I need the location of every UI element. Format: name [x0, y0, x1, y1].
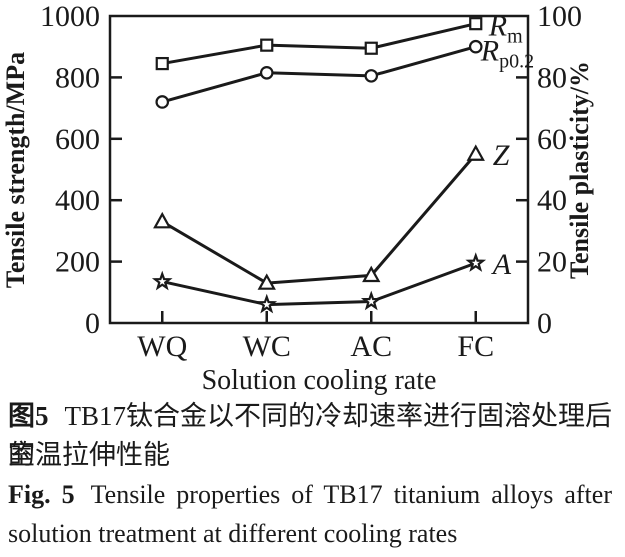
caption-zh-line2: 室温拉伸性能 — [8, 436, 612, 475]
x-axis-category-label: WQ — [137, 330, 187, 363]
triangle-marker — [257, 273, 276, 290]
star-marker — [151, 270, 173, 291]
tensile-properties-chart: 0 200 400 600 800 1000 0 20 40 60 80 100 WQ WC AC FC Ten… — [1, 0, 594, 396]
y-axis-left-tick-label: 0 — [85, 307, 100, 340]
square-marker — [260, 38, 274, 52]
y-axis-left-tick-label: 400 — [55, 184, 100, 217]
series-line-Z — [161, 153, 477, 285]
series-label-Rp0.2: Rp0.2 — [480, 35, 534, 73]
triangle-marker — [153, 211, 172, 229]
triangle-marker — [362, 265, 381, 283]
figure-caption: 图5 TB17钛合金以不同的冷却速率进行固溶处理后的 室温拉伸性能 Fig. 5 T… — [8, 397, 612, 553]
caption-zh-fig-label: 图5 — [8, 401, 49, 431]
chart-area: 0 200 400 600 800 1000 0 20 40 60 80 100 WQ WC AC FC Ten… — [1, 0, 594, 396]
y-axis-right-tick-label: 0 — [537, 307, 552, 340]
triangle-marker — [466, 144, 485, 161]
series-line-Rp0.2 — [161, 45, 477, 104]
star-marker — [465, 252, 487, 272]
series-label-Z: Z — [493, 139, 510, 172]
square-marker — [469, 17, 483, 31]
plot-border — [108, 14, 530, 325]
x-axis-category-label: AC — [350, 330, 392, 363]
y-axis-right-tick-label: 40 — [537, 184, 567, 217]
series-label-A: A — [491, 248, 512, 281]
square-marker — [364, 41, 378, 55]
y-axis-right-title: Tensile plasticity/% — [565, 61, 594, 279]
caption-zh-line1: 图5 TB17钛合金以不同的冷却速率进行固溶处理后的 — [8, 397, 612, 470]
series-line-Rm — [161, 22, 477, 66]
caption-zh-text1: TB17钛合金以不同的冷却速率进行固溶处理后的 — [8, 401, 613, 470]
circle-marker — [259, 65, 274, 80]
caption-en-line1: Fig. 5 Tensile properties of TB17 titaniu… — [8, 475, 612, 514]
square-marker — [155, 56, 169, 71]
y-axis-left-tick-label: 1000 — [40, 0, 100, 33]
circle-marker — [155, 95, 170, 109]
series-line-A — [161, 261, 477, 307]
x-axis-category-label: FC — [457, 330, 494, 363]
y-axis-right-tick-label: 80 — [537, 61, 567, 94]
caption-en-text2: solution treatment at different cooling … — [8, 519, 458, 548]
x-axis-title: Solution cooling rate — [202, 365, 437, 396]
caption-en-fig-label: Fig. 5 — [8, 480, 75, 509]
caption-en-line2: solution treatment at different cooling … — [8, 514, 612, 553]
series-label-Rm: Rm — [488, 10, 523, 48]
x-axis-category-label: WC — [243, 330, 291, 363]
circle-marker — [364, 69, 379, 83]
caption-zh-text2: 室温拉伸性能 — [8, 440, 170, 470]
circle-marker — [468, 39, 483, 54]
y-axis-left-title: Tensile strength/MPa — [1, 52, 30, 288]
y-axis-right-tick-label: 60 — [537, 123, 567, 156]
star-marker — [360, 290, 382, 311]
y-axis-left-tick-label: 600 — [55, 123, 100, 156]
y-axis-right-tick-label: 100 — [537, 0, 582, 33]
y-axis-right-tick-label: 20 — [537, 246, 567, 279]
caption-en-text1: Tensile properties of TB17 titanium allo… — [90, 480, 612, 509]
star-marker — [256, 293, 278, 314]
y-axis-left-tick-label: 200 — [55, 246, 100, 279]
y-axis-left-tick-label: 800 — [55, 61, 100, 94]
